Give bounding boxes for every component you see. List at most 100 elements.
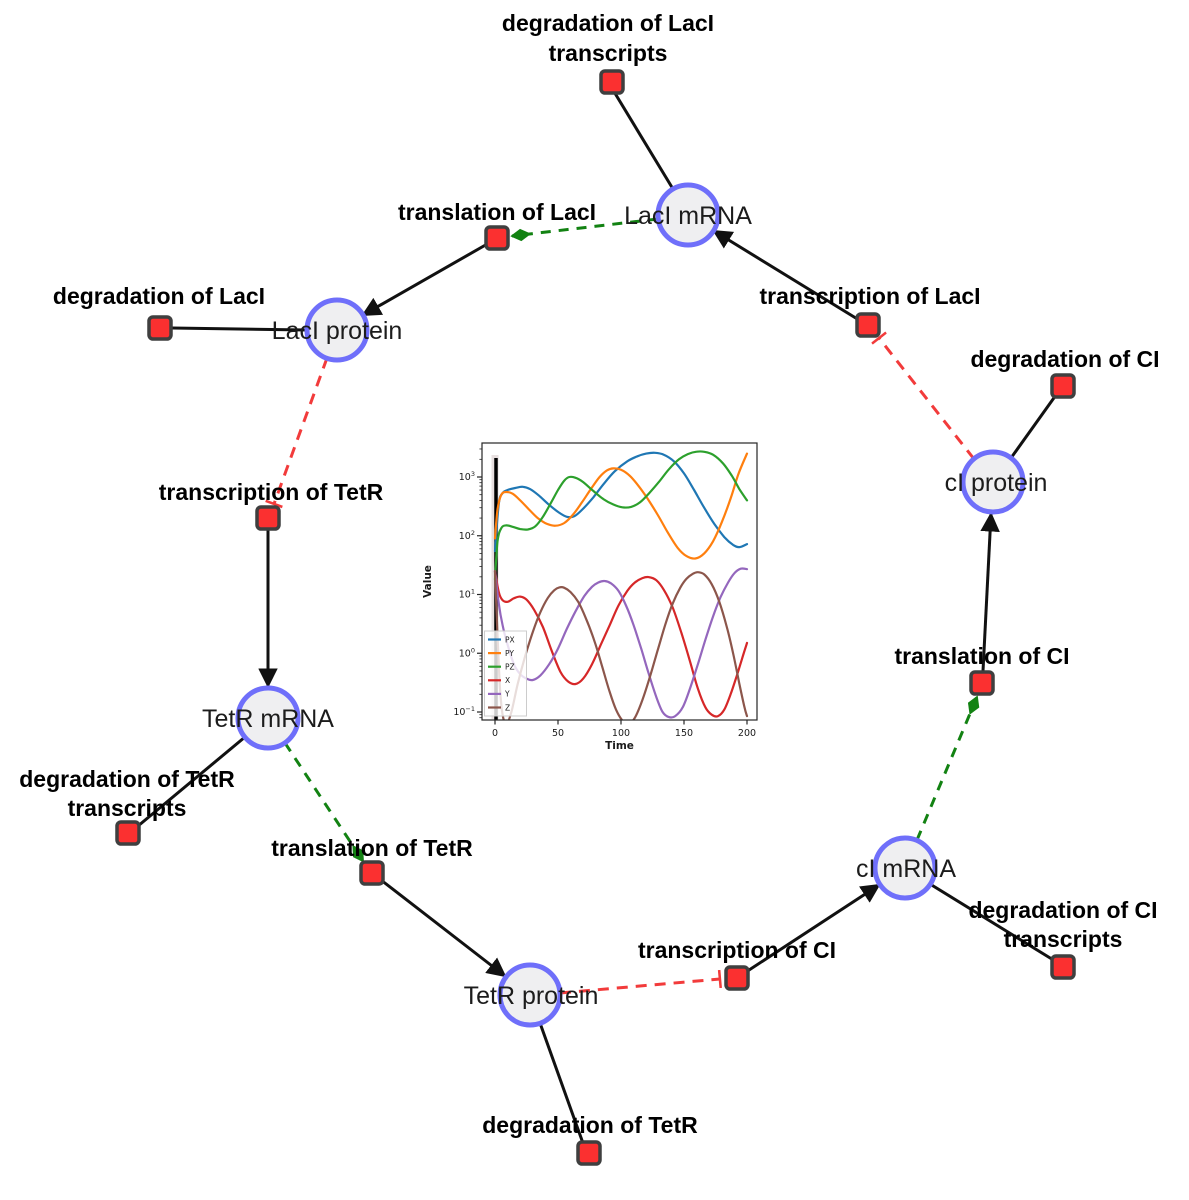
edge-transcription-of-ci-to-ci-mrna (745, 883, 881, 974)
species-label-tetr-protein: TetR protein (464, 982, 599, 1010)
edges (137, 89, 1058, 1147)
reaction-label: transcription of CI (638, 937, 836, 963)
reaction-square-degradation-of-tetr[interactable] (576, 1140, 602, 1166)
species-circle-ci-mrna[interactable] (872, 835, 938, 901)
species-circle-tetr-protein[interactable] (497, 962, 563, 1028)
species-node-tetr-protein: TetR protein (464, 962, 599, 1028)
reaction-square-transcription-of-laci[interactable] (855, 312, 881, 338)
chart-series-PX (493, 451, 749, 553)
x-axis-label: Time (605, 740, 634, 752)
legend-label-Z: Z (505, 703, 510, 712)
edge-laci-protein-to-degradation-of-laci (171, 326, 308, 332)
y-tick-label: 103 (459, 470, 475, 483)
edge-laci-mrna-to-degradation-of-laci-transcripts (611, 89, 675, 190)
species-node-ci-mrna: cI mRNA (856, 835, 956, 901)
reaction-square-degradation-of-tetr-transcripts[interactable] (115, 820, 141, 846)
edge-ci-mrna-to-degradation-of-ci-transcripts (929, 882, 1056, 963)
edge-transcription-of-laci-to-laci-mrna (712, 229, 860, 322)
reaction-square-translation-of-tetr[interactable] (359, 860, 385, 886)
edge-inhibition-tetr-protein-to-transcription-of-ci (559, 969, 722, 995)
edge-translation-of-tetr-to-tetr-protein (380, 878, 507, 978)
edge-inhibition-laci-protein-to-transcription-of-tetr (265, 357, 329, 509)
species-circle-ci-protein[interactable] (960, 449, 1026, 515)
reaction-node-degradation-of-laci: degradation of LacI (53, 283, 265, 341)
chart-series-Y (493, 567, 749, 719)
reaction-square-transcription-of-tetr[interactable] (255, 505, 281, 531)
x-tick-label: 100 (612, 728, 630, 739)
species-node-laci-mrna: LacI mRNA (624, 182, 752, 248)
reaction-label: degradation of CI (970, 346, 1159, 372)
species-label-laci-mrna: LacI mRNA (624, 202, 752, 230)
chart-series-PZ (493, 450, 749, 581)
species-label-ci-protein: cI protein (945, 469, 1048, 497)
reaction-node-degradation-of-tetr-transcripts: degradation of TetR transcripts (19, 766, 235, 846)
edge-tetr-protein-to-degradation-of-tetr (538, 1022, 586, 1147)
edge-ci-protein-to-degradation-of-ci (1009, 394, 1058, 459)
reaction-label: translation of TetR (271, 835, 473, 861)
x-tick-label: 50 (552, 728, 564, 739)
reaction-label: translation of LacI (398, 199, 596, 225)
chart-series-PY (493, 452, 749, 560)
reaction-node-degradation-of-ci-transcripts: degradation of CI transcripts (968, 897, 1158, 980)
reaction-label: transcripts (1004, 926, 1123, 952)
reaction-square-degradation-of-laci[interactable] (147, 315, 173, 341)
reaction-node-translation-of-ci: translation of CI (894, 643, 1070, 696)
reaction-square-translation-of-ci[interactable] (969, 670, 995, 696)
legend-label-X: X (505, 676, 510, 685)
y-tick-label: 100 (459, 646, 475, 659)
edge-activation-ci-mrna-to-translation-of-ci (915, 695, 980, 841)
reaction-label: degradation of LacI (502, 10, 714, 36)
y-axis-label: Value (422, 565, 434, 598)
reaction-square-translation-of-laci[interactable] (484, 225, 510, 251)
y-tick-label: 102 (459, 529, 475, 542)
species-label-laci-protein: LacI protein (272, 317, 403, 345)
species-circle-tetr-mrna[interactable] (235, 685, 301, 751)
legend-label-Y: Y (504, 690, 510, 699)
species-circle-laci-protein[interactable] (304, 297, 370, 363)
y-tick-label: 10−1 (453, 705, 475, 718)
edge-activation-tetr-mrna-to-translation-of-tetr (283, 742, 365, 863)
reaction-label: degradation of LacI (53, 283, 265, 309)
chart-frame (481, 442, 758, 721)
reaction-label: degradation of TetR (482, 1112, 698, 1138)
chart-curves (493, 450, 749, 720)
reaction-square-transcription-of-ci[interactable] (724, 965, 750, 991)
species-nodes: LacI mRNA LacI protein TetR mRNA TetR pr… (202, 182, 1048, 1028)
x-tick-label: 150 (675, 728, 693, 739)
reaction-node-translation-of-laci: translation of LacI (398, 199, 596, 251)
chart-legend: PX PY PZ XYZ (484, 630, 527, 717)
reaction-nodes: degradation of LacI transcripts translat… (19, 10, 1160, 1166)
reaction-square-degradation-of-laci-transcripts[interactable] (599, 69, 625, 95)
legend-label-PX: PX (505, 635, 515, 644)
reaction-label: translation of CI (894, 643, 1069, 669)
reaction-node-transcription-of-ci: transcription of CI (638, 937, 836, 991)
reaction-node-transcription-of-tetr: transcription of TetR (159, 479, 384, 531)
species-node-tetr-mrna: TetR mRNA (202, 685, 334, 751)
edge-activation-laci-mrna-to-translation-of-laci (510, 217, 659, 242)
reaction-label: degradation of CI (968, 897, 1157, 923)
species-circle-laci-mrna[interactable] (655, 182, 721, 248)
reaction-node-degradation-of-ci: degradation of CI (970, 346, 1160, 399)
inset-chart: 0 50 100 150 20010−1100101102103TimeValuePXP… (422, 442, 758, 752)
edge-translation-of-ci-to-ci-protein (980, 512, 1000, 672)
x-tick-label: 200 (738, 728, 756, 739)
species-label-tetr-mrna: TetR mRNA (202, 705, 334, 733)
reaction-label: degradation of TetR (19, 766, 235, 792)
edge-inhibition-ci-protein-to-transcription-of-laci (871, 331, 976, 460)
y-tick-label: 101 (459, 588, 475, 601)
legend-box (484, 630, 527, 717)
species-label-ci-mrna: cI mRNA (856, 855, 956, 883)
edge-translation-of-laci-to-laci-protein (361, 241, 490, 317)
species-node-laci-protein: LacI protein (272, 297, 403, 363)
reaction-square-degradation-of-ci-transcripts[interactable] (1050, 954, 1076, 980)
reaction-square-degradation-of-ci[interactable] (1050, 373, 1076, 399)
species-node-ci-protein: cI protein (945, 449, 1048, 515)
edge-tetr-mrna-to-degradation-of-tetr-transcripts (137, 735, 246, 828)
reaction-node-translation-of-tetr: translation of TetR (271, 835, 473, 886)
reaction-label: transcripts (549, 40, 668, 66)
reaction-label: transcripts (68, 795, 187, 821)
reaction-node-degradation-of-laci-transcripts: degradation of LacI transcripts (502, 10, 714, 95)
reaction-node-degradation-of-tetr: degradation of TetR (482, 1112, 698, 1166)
